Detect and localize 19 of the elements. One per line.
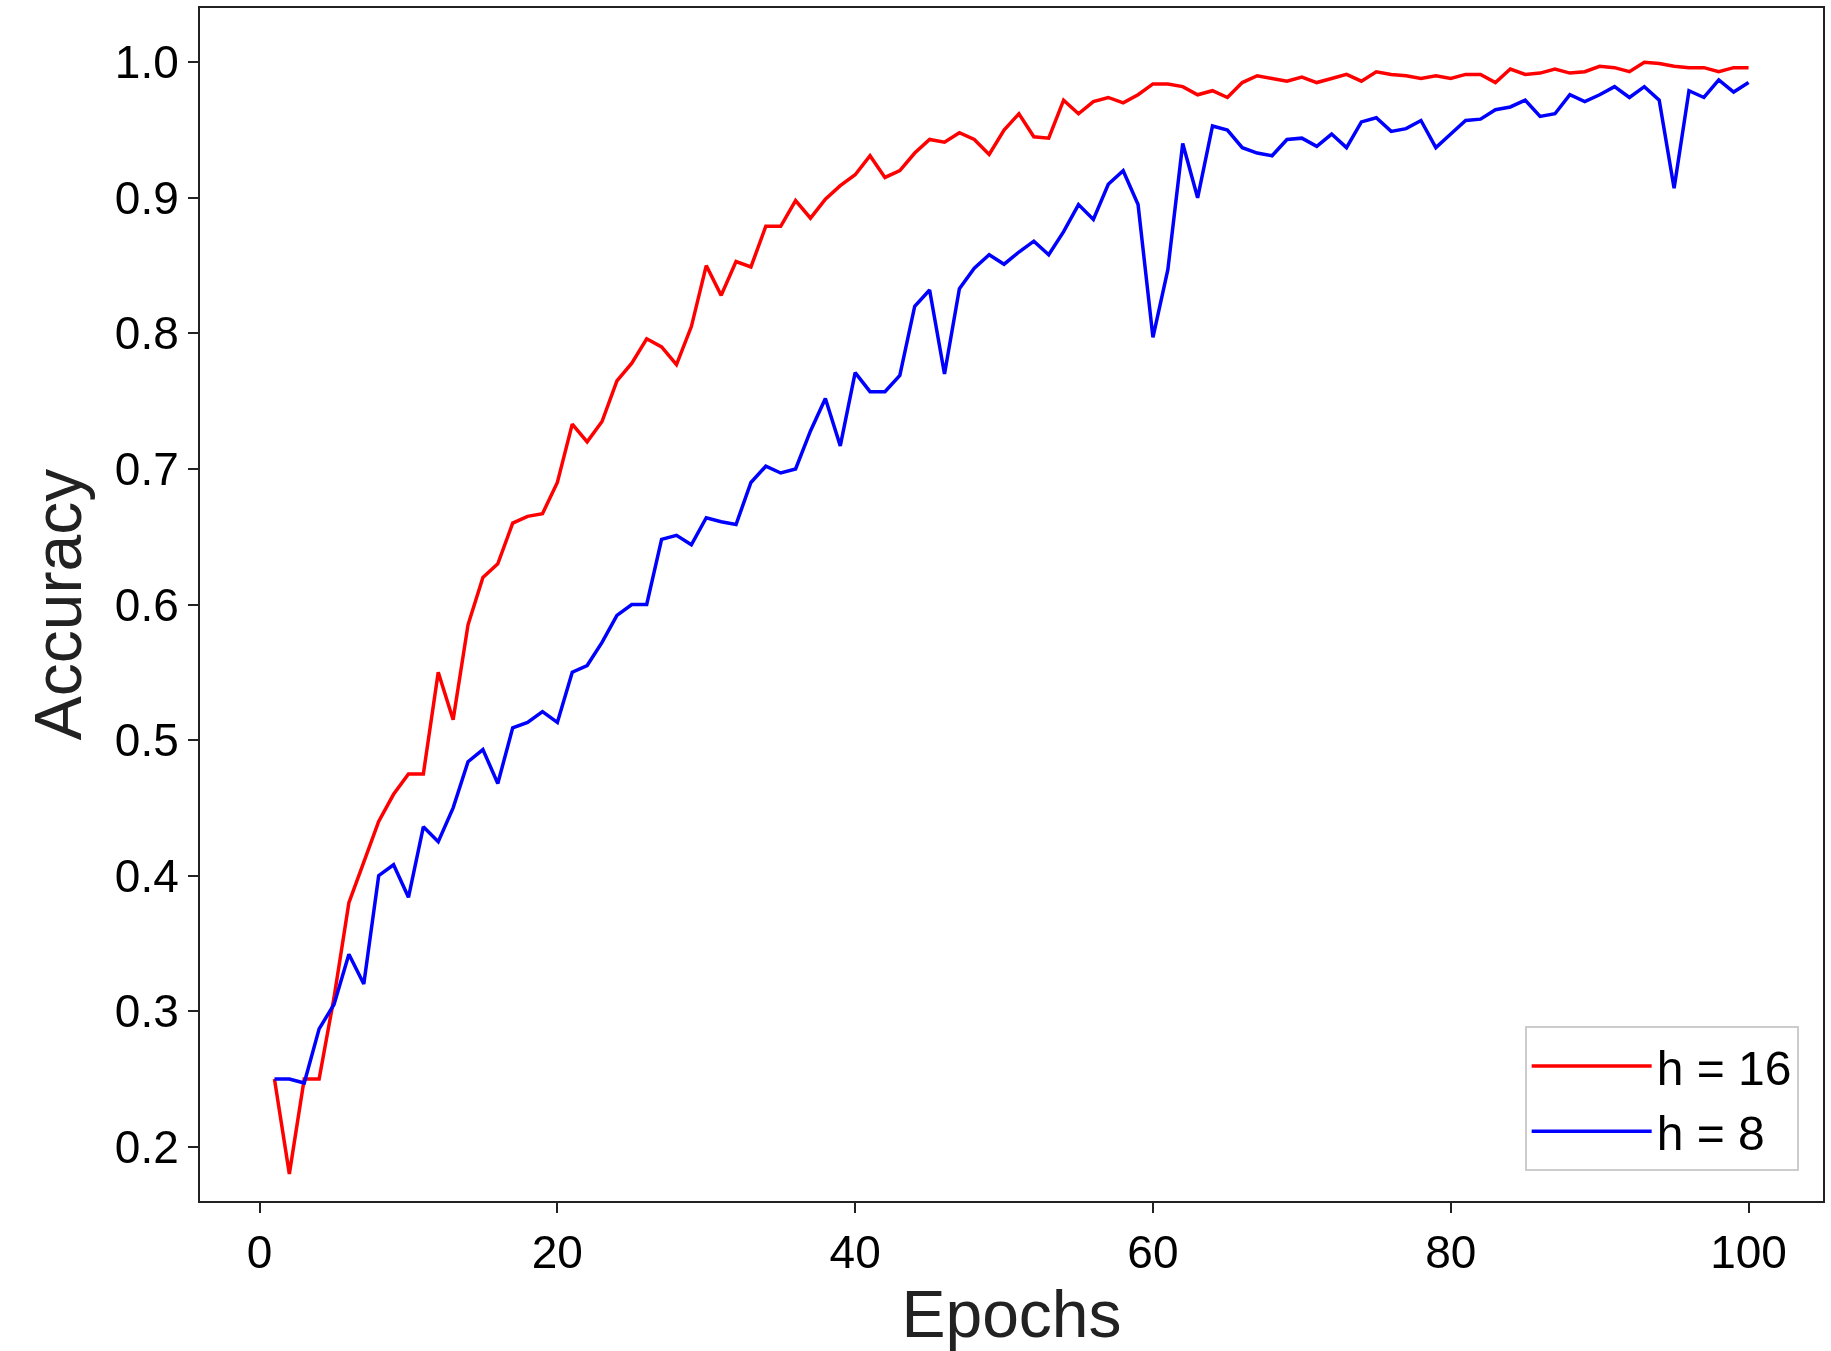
y-tick-label: 1.0 [114, 36, 179, 89]
y-tick-label: 0.6 [114, 578, 179, 631]
y-tick-label: 0.4 [114, 849, 179, 902]
x-tick-label: 80 [1425, 1226, 1477, 1279]
x-tick-label: 40 [829, 1226, 881, 1279]
y-axis-title: Accuracy [20, 468, 95, 741]
y-tick-label: 0.2 [114, 1120, 179, 1173]
x-tick-label: 60 [1127, 1226, 1179, 1279]
legend-label: h = 16 [1656, 1041, 1792, 1095]
y-tick-label: 0.8 [114, 307, 179, 360]
x-tick-label: 100 [1710, 1226, 1787, 1279]
y-tick-label: 0.9 [114, 171, 179, 224]
y-tick-label: 0.7 [114, 443, 179, 496]
x-tick-label: 20 [531, 1226, 583, 1279]
x-tick-label: 0 [246, 1226, 273, 1279]
y-tick-label: 0.5 [114, 714, 179, 767]
x-axis-title: Epochs [901, 1277, 1122, 1351]
y-tick-label: 0.3 [114, 985, 179, 1038]
legend-label: h = 8 [1656, 1106, 1765, 1160]
